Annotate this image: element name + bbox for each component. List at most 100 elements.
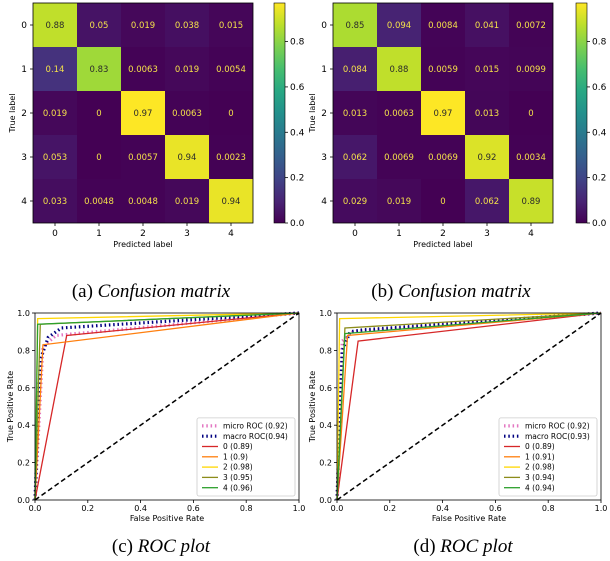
caption-title: Confusion matrix — [98, 281, 231, 302]
x-tick-label: 0 — [52, 229, 58, 239]
y-tick-label: 0.0 — [319, 496, 332, 505]
y-axis-label: True Positive Rate — [6, 371, 15, 443]
heatmap-cell — [421, 135, 465, 179]
x-tick-label: 1 — [96, 229, 102, 239]
y-tick-label: 0 — [21, 21, 27, 31]
y-tick-label: 0.0 — [17, 496, 30, 505]
cell-value: 0.062 — [475, 197, 499, 207]
heatmap-cell — [121, 3, 165, 47]
cell-value: 0 — [440, 197, 445, 207]
plot-frame — [336, 312, 602, 501]
cell-value: 0.038 — [175, 21, 199, 31]
roc-curve — [34, 312, 300, 501]
roc-curve — [336, 312, 602, 501]
heatmap-cell — [121, 179, 165, 223]
heatmap-cell — [509, 3, 553, 47]
cell-value: 0.92 — [478, 153, 497, 163]
legend-box — [498, 417, 598, 497]
heatmap-cell — [377, 135, 421, 179]
cell-value: 0.0084 — [428, 21, 458, 31]
heatmap-cell — [465, 47, 509, 91]
heatmap-cell — [33, 135, 77, 179]
plot-frame — [34, 312, 300, 501]
y-tick-label: 2 — [21, 109, 27, 119]
y-axis-label: True label — [8, 94, 17, 134]
roc-curve — [336, 312, 602, 501]
cell-value: 0.0059 — [428, 65, 458, 75]
heatmap-cell — [421, 179, 465, 223]
cell-value: 0.029 — [343, 197, 367, 207]
heatmap-cell — [465, 135, 509, 179]
chance-diagonal — [34, 312, 300, 501]
caption-label: (b) — [371, 281, 398, 302]
y-tick-label: 2 — [321, 109, 327, 119]
heatmap-cell — [77, 3, 121, 47]
heatmap-cell — [509, 47, 553, 91]
heatmap-cell — [121, 91, 165, 135]
cell-value: 0.83 — [90, 65, 109, 75]
x-tick-label: 0.4 — [436, 504, 449, 513]
y-tick-label: 3 — [21, 153, 27, 163]
y-tick-label: 0.4 — [319, 421, 332, 430]
y-axis-label: True label — [308, 94, 317, 134]
legend-entry: 2 (0.98) — [223, 463, 253, 472]
cell-value: 0.0069 — [428, 153, 458, 163]
colorbar — [575, 2, 588, 224]
legend-box — [196, 417, 296, 497]
heatmap-cell — [33, 91, 77, 135]
roc-curve — [34, 312, 300, 501]
legend: micro ROC (0.92)macro ROC(0.93)0 (0.89)1… — [498, 417, 598, 497]
heatmap-cell — [165, 179, 209, 223]
heatmap-cell — [121, 47, 165, 91]
legend-entry: 0 (0.89) — [525, 442, 555, 451]
legend-entry: macro ROC(0.93) — [525, 432, 590, 441]
heatmap-cell — [333, 135, 377, 179]
cell-value: 0.97 — [434, 109, 453, 119]
cell-value: 0.0048 — [128, 197, 158, 207]
heatmap-cell — [421, 91, 465, 135]
cell-value: 0.094 — [387, 21, 411, 31]
cell-value: 0.062 — [343, 153, 367, 163]
colorbar-tick-label: 0.6 — [592, 83, 607, 93]
y-tick-label: 0.6 — [17, 384, 30, 393]
heatmap-cell — [77, 135, 121, 179]
legend-entry: 1 (0.9) — [223, 452, 248, 461]
heatmap-cell — [465, 91, 509, 135]
colorbar-tick-label: 0.0 — [592, 219, 607, 229]
roc-curve — [335, 311, 602, 501]
y-tick-label: 1.0 — [319, 309, 332, 318]
x-tick-label: 1.0 — [595, 504, 608, 513]
heatmap-cell — [421, 3, 465, 47]
legend-entry: 0 (0.89) — [223, 442, 253, 451]
x-tick-label: 4 — [528, 229, 534, 239]
x-tick-label: 3 — [184, 229, 190, 239]
y-tick-label: 1 — [321, 65, 327, 75]
x-tick-label: 0.2 — [383, 504, 396, 513]
heatmap-cell — [465, 179, 509, 223]
legend-entry: micro ROC (0.92) — [223, 422, 288, 431]
x-tick-label: 3 — [484, 229, 490, 239]
heatmap-cell — [209, 179, 253, 223]
caption-label: (d) — [413, 536, 440, 557]
caption-label: (c) — [112, 536, 138, 557]
heatmap-cell — [465, 3, 509, 47]
heatmap-cell — [209, 91, 253, 135]
colorbar-tick-label: 0.2 — [290, 174, 304, 184]
cell-value: 0.033 — [43, 197, 67, 207]
legend-entry: 3 (0.95) — [223, 473, 253, 482]
cell-value: 0.0048 — [84, 197, 114, 207]
cell-value: 0.0063 — [128, 65, 158, 75]
cell-value: 0.89 — [522, 197, 541, 207]
x-tick-label: 0 — [352, 229, 358, 239]
heatmap-cell — [33, 3, 77, 47]
figure-caption: (d) ROC plot — [413, 536, 513, 557]
roc-curve — [336, 312, 602, 501]
cell-value: 0.019 — [131, 21, 155, 31]
cell-value: 0.053 — [43, 153, 67, 163]
roc-curve — [34, 312, 300, 501]
heatmap-cell — [509, 135, 553, 179]
cell-value: 0 — [96, 109, 101, 119]
x-tick-label: 1 — [396, 229, 402, 239]
y-tick-label: 1.0 — [17, 309, 30, 318]
